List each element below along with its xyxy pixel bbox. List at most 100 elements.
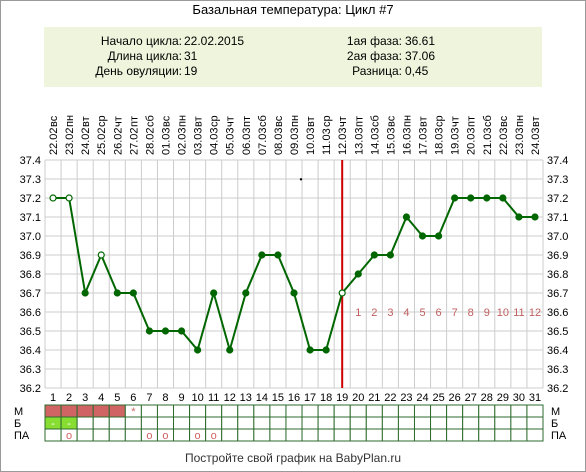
date-label: 06.03 <box>241 127 253 155</box>
row-label-left: М <box>14 406 23 418</box>
cycle-info-panel: Начало цикла: 22.02.2015 Длина цикла: 31… <box>44 27 542 87</box>
cell-mark: o <box>211 430 217 442</box>
info-label-phase2: 2ая фаза: <box>346 49 402 63</box>
table-cell <box>333 416 351 430</box>
day-number-label: 14 <box>256 392 268 404</box>
temperature-point <box>258 251 266 259</box>
table-cell <box>381 428 399 442</box>
phase2-day-label: 6 <box>436 307 442 319</box>
date-label: 24.02 <box>80 127 92 155</box>
table-cell <box>189 404 207 418</box>
info-label-cycle-length: Длина цикла: <box>107 49 182 63</box>
table-cell <box>494 428 512 442</box>
table-cell <box>397 428 415 442</box>
weekday-label: вс <box>160 115 172 127</box>
table-cell <box>526 416 544 430</box>
weekday-label: ср <box>96 115 108 127</box>
weekday-label: пн <box>514 115 526 127</box>
table-cell <box>285 404 303 418</box>
table-cell <box>349 416 367 430</box>
table-cell <box>381 416 399 430</box>
y-tick-label-left: 36.4 <box>20 345 41 357</box>
weekday-label: ср <box>209 115 221 127</box>
y-tick-label-left: 37.1 <box>20 212 41 224</box>
phase2-day-label: 2 <box>371 307 377 319</box>
date-label: 02.03 <box>177 127 189 155</box>
info-label-ovulation-day: День овуляции: <box>95 64 182 78</box>
weekday-label: вс <box>498 115 510 127</box>
table-cell <box>494 416 512 430</box>
date-label: 19.03 <box>450 127 462 155</box>
day-number-label: 28 <box>481 392 493 404</box>
y-tick-label-left: 36.6 <box>20 307 41 319</box>
y-tick-label-left: 36.3 <box>20 364 41 376</box>
day-number-label: 7 <box>146 392 152 404</box>
info-label-phase1: 1ая фаза: <box>346 34 402 48</box>
date-label: 15.03 <box>385 127 397 155</box>
table-cell <box>108 404 126 418</box>
date-label: 27.02 <box>128 127 140 155</box>
date-label: 25.02 <box>96 127 108 155</box>
date-label: 04.03 <box>209 127 221 155</box>
date-label: 23.03 <box>514 127 526 155</box>
temperature-point <box>515 213 523 221</box>
info-value-ovulation-day: 19 <box>184 64 198 78</box>
phase2-day-label: 11 <box>513 307 524 319</box>
moon-star-icon <box>299 178 303 181</box>
temperature-point <box>386 251 394 259</box>
phase2-day-label: 7 <box>452 307 458 319</box>
date-label: 12.03 <box>337 127 349 155</box>
y-tick-label-right: 36.4 <box>547 345 568 357</box>
date-label: 11.03 <box>321 128 333 155</box>
date-label: 07.03 <box>257 127 269 155</box>
y-tick-label-right: 37.4 <box>547 155 568 167</box>
temperature-point <box>49 194 57 202</box>
temperature-point <box>161 327 170 335</box>
temperature-point <box>338 289 346 297</box>
date-label: 14.03 <box>369 127 381 155</box>
footer-link[interactable]: Постройте свой график на BabyPlan.ru <box>184 451 402 465</box>
table-cell <box>333 404 351 418</box>
table-cell <box>365 416 383 430</box>
phase2-day-label: 10 <box>497 307 509 319</box>
day-number-label: 24 <box>416 392 428 404</box>
day-number-label: 25 <box>432 392 444 404</box>
cell-mark: o <box>146 430 152 442</box>
table-cell <box>76 416 94 430</box>
table-cell <box>205 404 223 418</box>
weekday-label: пт <box>466 116 478 127</box>
day-number-label: 3 <box>82 392 88 404</box>
date-label: 24.03 <box>530 127 542 155</box>
info-value-difference: 0,45 <box>405 64 429 78</box>
day-number-label: 11 <box>208 392 219 404</box>
weekday-label: сб <box>257 115 269 127</box>
table-cell <box>317 428 335 442</box>
table-cell <box>510 428 528 442</box>
table-cell <box>349 404 367 418</box>
table-cell <box>446 428 464 442</box>
table-cell <box>253 404 271 418</box>
date-label: 26.02 <box>112 127 124 155</box>
y-tick-label-left: 37.0 <box>20 231 41 243</box>
y-tick-label-right: 36.3 <box>547 364 568 376</box>
table-cell <box>285 416 303 430</box>
info-value-cycle-length: 31 <box>184 49 198 63</box>
table-cell <box>140 404 158 418</box>
phase2-day-label: 12 <box>529 307 541 319</box>
table-cell <box>237 428 255 442</box>
date-label: 05.03 <box>225 127 237 155</box>
y-tick-label-left: 37.4 <box>20 155 41 167</box>
table-cell <box>285 428 303 442</box>
weekday-label: чт <box>337 116 349 127</box>
date-label: 01.03 <box>160 127 172 155</box>
day-number-label: 29 <box>497 392 509 404</box>
table-cell <box>413 404 432 418</box>
table-cell <box>221 416 239 430</box>
table-cell <box>510 416 528 430</box>
table-cell <box>269 416 287 430</box>
phase2-day-label: 9 <box>484 307 490 319</box>
date-label: 23.02 <box>64 127 76 155</box>
table-cell <box>430 404 448 418</box>
table-cell <box>92 428 110 442</box>
